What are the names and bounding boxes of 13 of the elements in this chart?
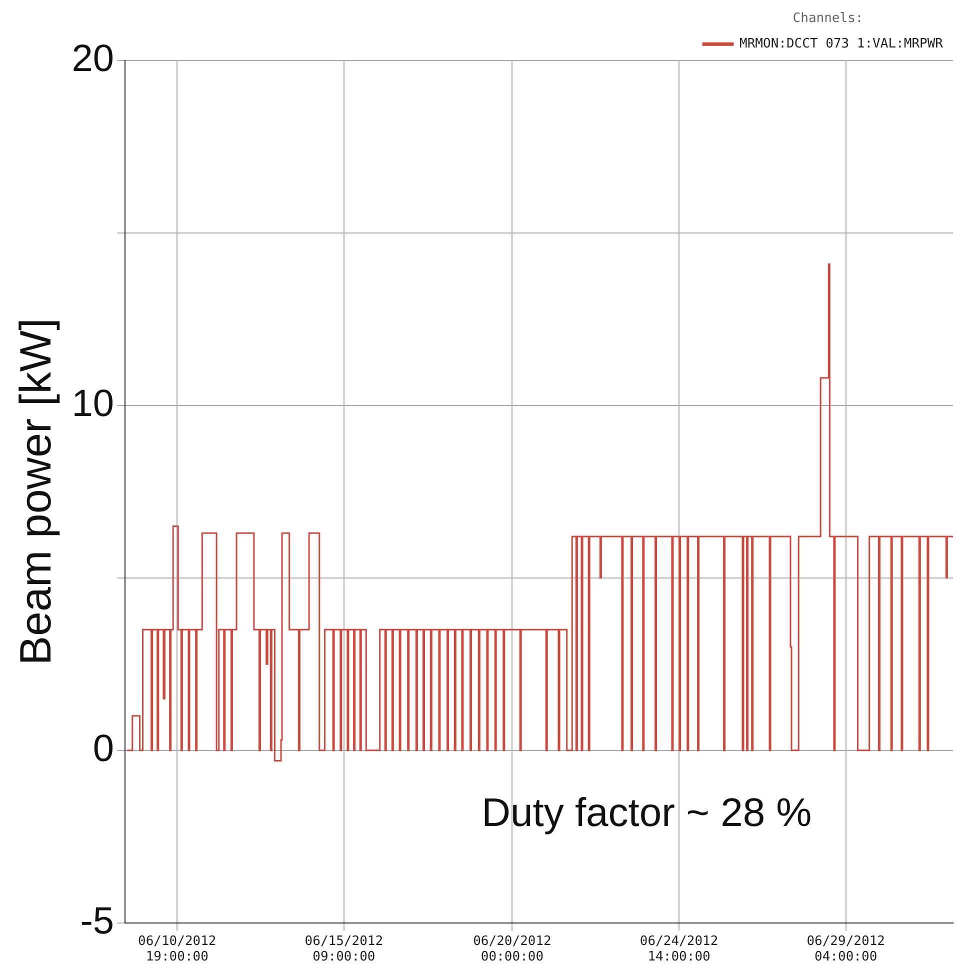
x-tick-label: 06/20/2012 00:00:00	[473, 934, 552, 965]
legend-label: MRMON:DCCT 073 1:VAL:MRPWR	[740, 36, 944, 52]
x-tick-label: 06/24/2012 14:00:00	[640, 934, 718, 965]
y-axis-title: Beam power [kW]	[12, 318, 61, 666]
annotation: Duty factor ~ 28 %	[482, 791, 812, 836]
x-tick-label: 06/29/2012 04:00:00	[806, 934, 885, 965]
y-tick-label: 0	[92, 728, 114, 770]
y-tick-label: 20	[72, 38, 114, 80]
y-tick-label: 10	[72, 382, 114, 425]
legend-title: Channels:	[792, 10, 864, 26]
x-tick-label: 06/15/2012 09:00:00	[304, 934, 384, 965]
x-tick-label: 06/10/2012 19:00:00	[138, 934, 216, 965]
y-tick-label: -5	[80, 900, 114, 942]
